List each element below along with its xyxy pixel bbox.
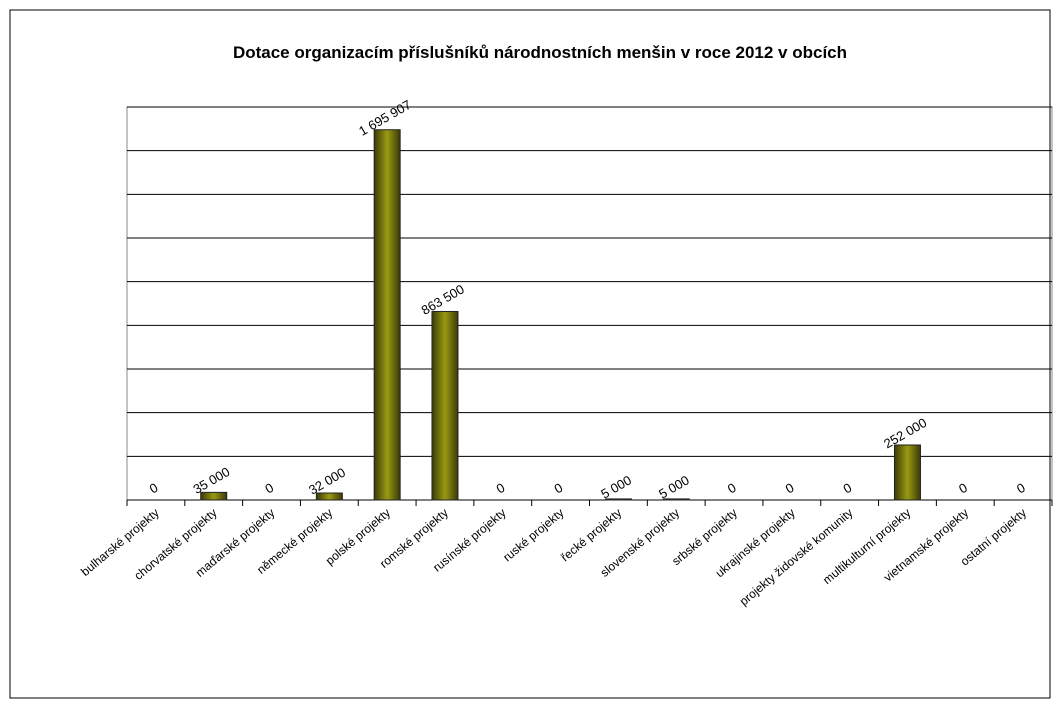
bar — [893, 444, 921, 501]
bar — [431, 310, 459, 501]
bar — [373, 129, 401, 501]
bar — [662, 498, 690, 501]
bar — [604, 498, 632, 501]
chart-title: Dotace organizacím příslušníků národnost… — [233, 43, 847, 62]
bar — [315, 492, 343, 501]
bar — [200, 491, 228, 501]
chart-frame — [9, 9, 1051, 699]
